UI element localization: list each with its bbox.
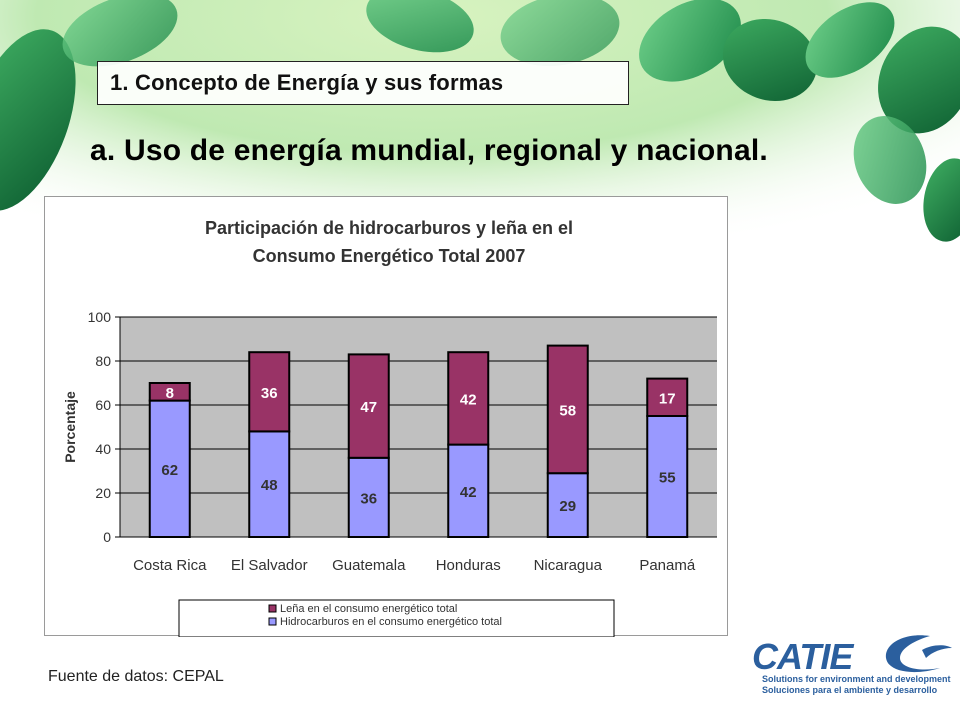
bar-hidrocarburos bbox=[248, 430, 291, 538]
y-axis-label: Porcentaje bbox=[62, 391, 78, 463]
bar-lena bbox=[546, 344, 589, 475]
legend-swatch bbox=[268, 617, 277, 626]
leaf-shape bbox=[62, 0, 178, 67]
data-label: 36 bbox=[360, 490, 377, 507]
data-label: 8 bbox=[166, 385, 174, 402]
data-label: 62 bbox=[161, 462, 178, 479]
x-tick-label: El Salvador bbox=[231, 557, 308, 574]
leaf-shape bbox=[878, 26, 960, 134]
chart-frame: Participación de hidrocarburos y leña en… bbox=[44, 196, 728, 637]
bar-hidrocarburos bbox=[347, 456, 390, 538]
leaf-shape bbox=[923, 158, 960, 242]
legend-label: Hidrocarburos en el consumo energético t… bbox=[280, 616, 502, 628]
data-label: 36 bbox=[261, 385, 278, 402]
bar-lena bbox=[148, 382, 191, 402]
logo-tagline-en: Solutions for environment and developmen… bbox=[762, 674, 951, 684]
legend-box bbox=[178, 599, 615, 637]
chart-title-line-2: Consumo Energético Total 2007 bbox=[253, 246, 526, 266]
bar-lena bbox=[248, 351, 291, 433]
leaf-shape bbox=[366, 0, 474, 53]
bar-lena bbox=[447, 351, 490, 446]
y-tick-label: 20 bbox=[95, 485, 111, 501]
plot-area bbox=[120, 317, 717, 537]
data-label: 48 bbox=[261, 477, 278, 494]
leaf-shape bbox=[853, 116, 927, 204]
bar-hidrocarburos bbox=[148, 399, 191, 538]
logo-swoosh-icon bbox=[885, 635, 952, 673]
y-tick-label: 80 bbox=[95, 353, 111, 369]
bar-hidrocarburos bbox=[546, 472, 589, 539]
legend-label: Leña en el consumo energético total bbox=[280, 603, 457, 615]
stacked-bar-chart: Participación de hidrocarburos y leña en… bbox=[62, 218, 717, 637]
chart-title-line-1: Participación de hidrocarburos y leña en… bbox=[205, 218, 573, 238]
y-tick-label: 0 bbox=[103, 529, 111, 545]
leaf-shape bbox=[722, 18, 818, 102]
leaf-shape bbox=[500, 0, 620, 67]
leaf-shape bbox=[805, 2, 895, 78]
y-tick-label: 60 bbox=[95, 397, 111, 413]
data-label: 42 bbox=[460, 484, 477, 501]
bar-lena bbox=[347, 353, 390, 459]
slide-title: a. Uso de energía mundial, regional y na… bbox=[90, 134, 768, 167]
legend-swatch bbox=[268, 604, 277, 613]
x-tick-label: Costa Rica bbox=[133, 557, 207, 574]
y-tick-label: 100 bbox=[88, 309, 112, 325]
logo-tagline-es: Soluciones para el ambiente y desarrollo bbox=[762, 685, 938, 695]
data-label: 47 bbox=[360, 399, 377, 416]
y-tick-label: 40 bbox=[95, 441, 111, 457]
leaf-shape bbox=[639, 0, 741, 82]
x-tick-label: Panamá bbox=[639, 557, 696, 574]
x-tick-label: Honduras bbox=[436, 557, 501, 574]
data-label: 29 bbox=[559, 498, 576, 515]
bar-hidrocarburos bbox=[447, 443, 490, 539]
data-source-note: Fuente de datos: CEPAL bbox=[48, 668, 224, 685]
data-label: 17 bbox=[659, 390, 676, 407]
section-heading: 1. Concepto de Energía y sus formas bbox=[97, 61, 629, 105]
data-label: 58 bbox=[559, 402, 576, 419]
logo-wordmark: CATIE bbox=[752, 636, 853, 677]
bar-lena bbox=[646, 377, 689, 418]
data-label: 55 bbox=[659, 470, 676, 487]
x-tick-label: Guatemala bbox=[332, 557, 406, 574]
catie-logo: CATIE Solutions for environment and deve… bbox=[752, 628, 952, 698]
leaf-shape bbox=[0, 29, 76, 211]
x-tick-label: Nicaragua bbox=[534, 557, 603, 574]
data-label: 42 bbox=[460, 391, 477, 408]
